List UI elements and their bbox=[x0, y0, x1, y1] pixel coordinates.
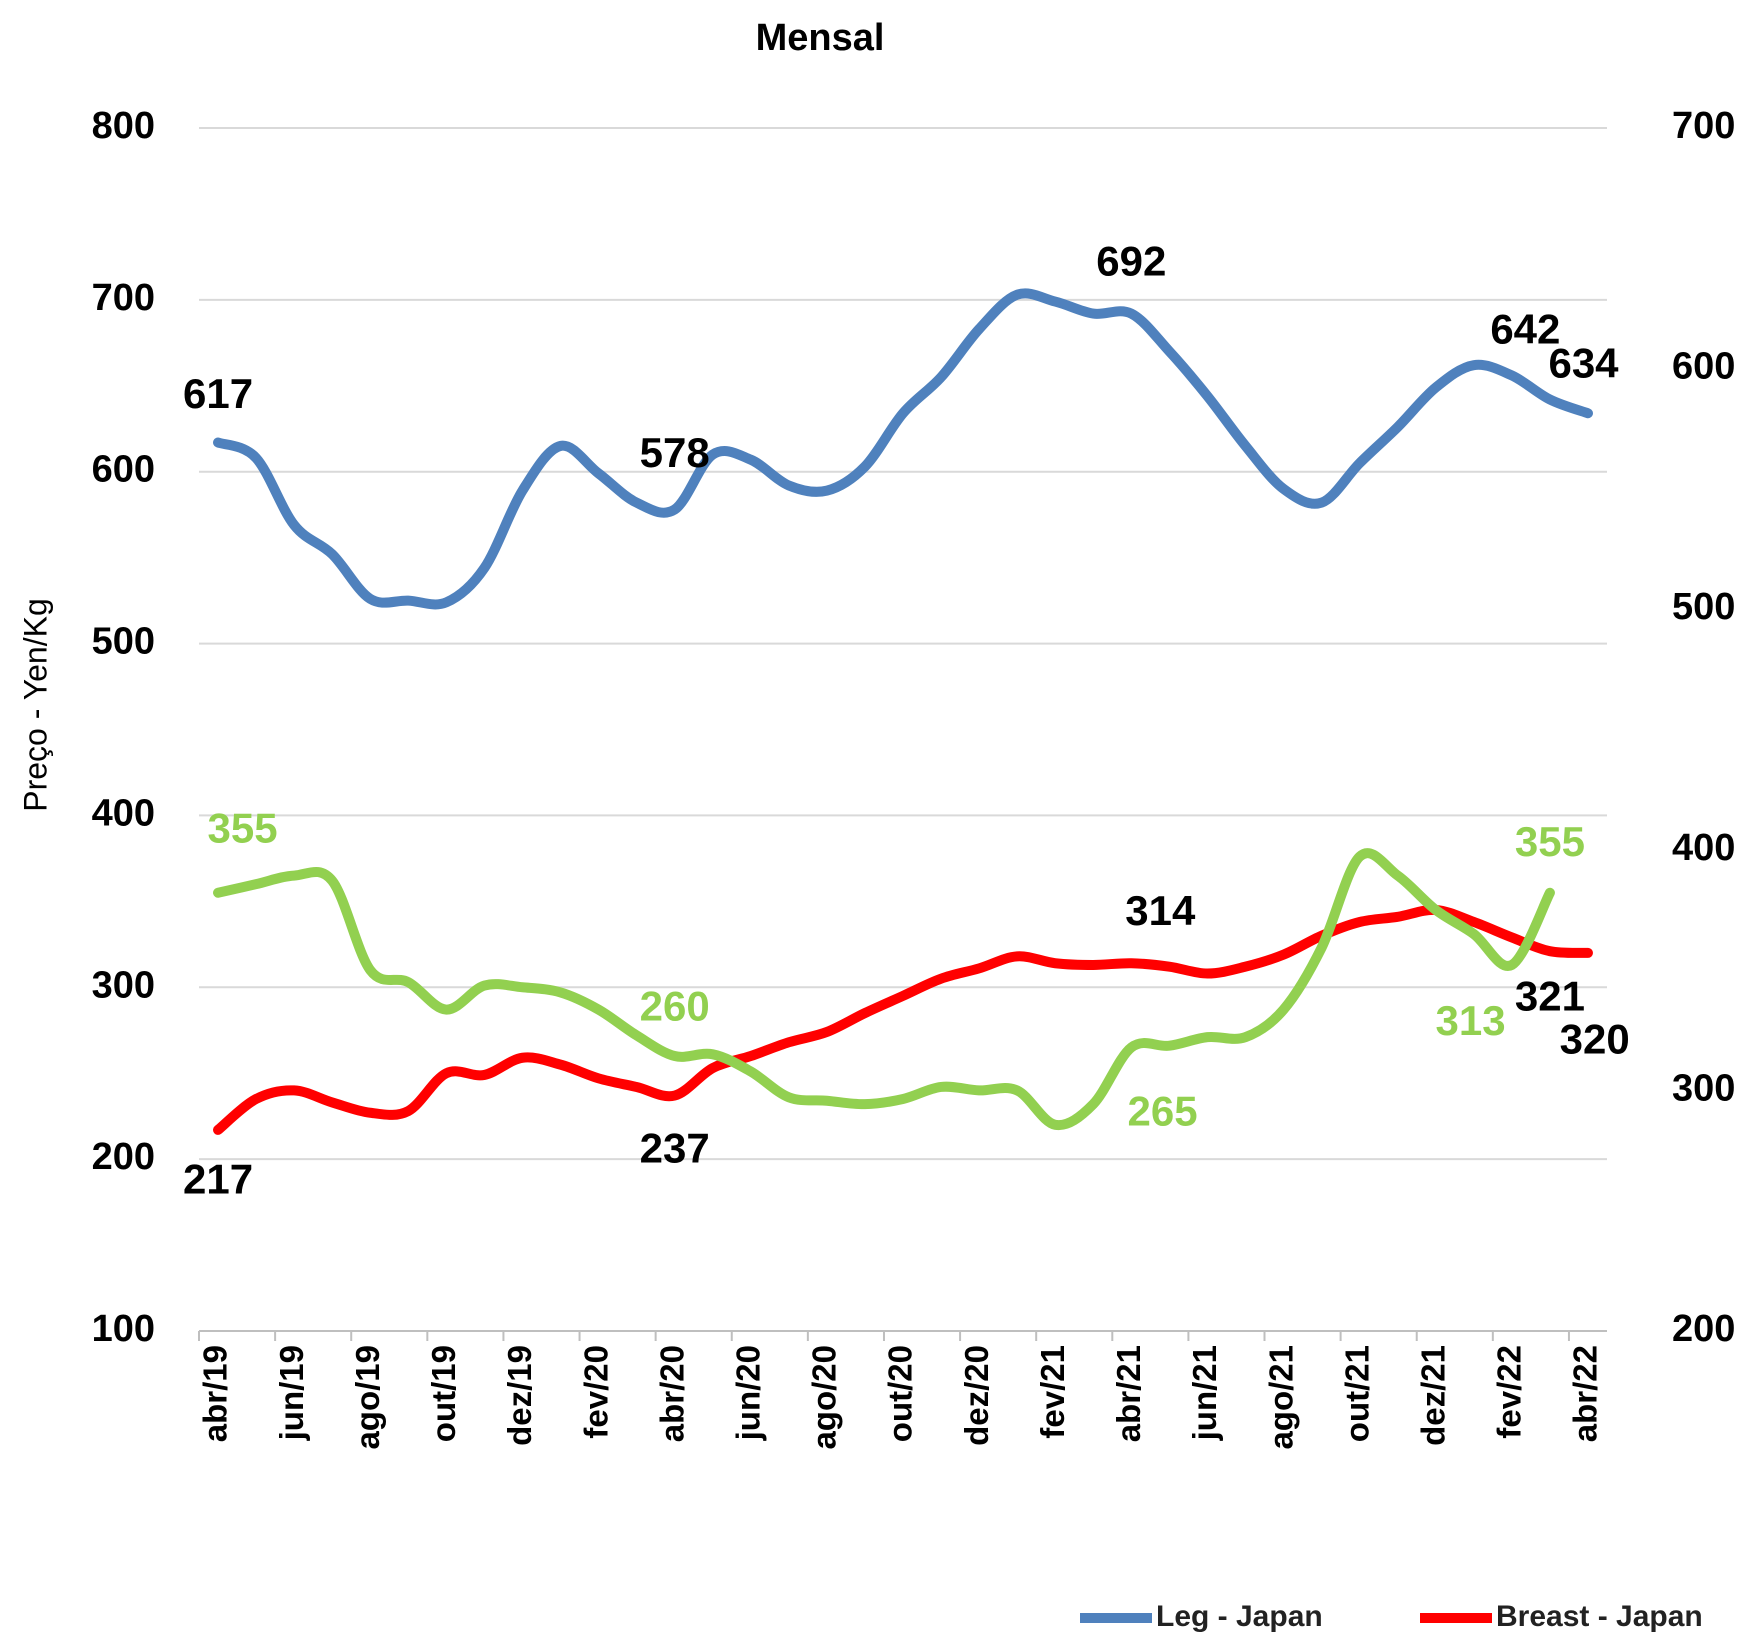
y-tick-label: 100 bbox=[92, 1308, 155, 1350]
x-tick-label: out/19 bbox=[425, 1345, 462, 1442]
y-axis-label: Preço - Yen/Kg bbox=[17, 598, 53, 811]
y-tick-label: 500 bbox=[92, 621, 155, 663]
data-label: 355 bbox=[208, 804, 278, 851]
x-tick-label: abr/19 bbox=[197, 1345, 234, 1442]
data-label: 642 bbox=[1490, 306, 1560, 353]
data-label: 320 bbox=[1560, 1015, 1630, 1062]
data-label: 314 bbox=[1125, 887, 1196, 934]
x-tick-label: jun/21 bbox=[1186, 1345, 1223, 1441]
data-label: 634 bbox=[1548, 340, 1619, 387]
y2-tick-label: 200 bbox=[1672, 1308, 1735, 1350]
x-tick-label: ago/21 bbox=[1262, 1345, 1299, 1450]
data-label: 313 bbox=[1436, 997, 1506, 1044]
x-tick-label: abr/20 bbox=[653, 1345, 690, 1442]
x-tick-label: fev/20 bbox=[577, 1345, 614, 1439]
y-tick-label: 400 bbox=[92, 792, 155, 834]
data-label: 217 bbox=[183, 1155, 253, 1202]
y2-tick-label: 400 bbox=[1672, 827, 1735, 869]
y2-tick-label: 700 bbox=[1672, 105, 1735, 147]
chart-title: Mensal bbox=[756, 17, 885, 59]
line-series bbox=[213, 848, 1555, 1131]
x-tick-label: fev/21 bbox=[1034, 1345, 1071, 1439]
data-label: 617 bbox=[183, 370, 253, 417]
y2-tick-label: 600 bbox=[1672, 346, 1735, 388]
x-tick-label: abr/21 bbox=[1110, 1345, 1147, 1442]
y-tick-label: 200 bbox=[92, 1136, 155, 1178]
x-tick-label: ago/20 bbox=[806, 1345, 843, 1450]
x-tick-label: out/20 bbox=[882, 1345, 919, 1442]
y2-tick-label: 500 bbox=[1672, 586, 1735, 628]
legend-label: Breast - Japan bbox=[1496, 1600, 1703, 1633]
y-tick-label: 600 bbox=[92, 449, 155, 491]
x-tick-label: jun/19 bbox=[273, 1345, 310, 1441]
line-series bbox=[213, 288, 1593, 610]
legend-label: Leg - Japan bbox=[1156, 1600, 1323, 1633]
x-tick-label: fev/22 bbox=[1491, 1345, 1528, 1439]
x-tick-label: dez/20 bbox=[958, 1345, 995, 1446]
data-label: 237 bbox=[640, 1124, 710, 1171]
data-label: 265 bbox=[1128, 1087, 1198, 1134]
data-label: 355 bbox=[1515, 818, 1585, 865]
x-tick-label: abr/22 bbox=[1567, 1345, 1604, 1442]
x-tick-label: dez/19 bbox=[501, 1345, 538, 1446]
y-tick-label: 700 bbox=[92, 277, 155, 319]
data-label: 692 bbox=[1096, 238, 1166, 285]
y-tick-label: 300 bbox=[92, 964, 155, 1006]
x-tick-label: dez/21 bbox=[1414, 1345, 1451, 1446]
data-label: 260 bbox=[640, 982, 710, 1029]
x-tick-label: out/21 bbox=[1338, 1345, 1375, 1442]
line-series bbox=[213, 904, 1593, 1135]
y2-tick-label: 300 bbox=[1672, 1067, 1735, 1109]
x-tick-label: ago/19 bbox=[349, 1345, 386, 1450]
data-label: 321 bbox=[1515, 972, 1585, 1019]
data-label: 578 bbox=[640, 429, 710, 476]
x-tick-label: jun/20 bbox=[730, 1345, 767, 1441]
y-tick-label: 800 bbox=[92, 105, 155, 147]
